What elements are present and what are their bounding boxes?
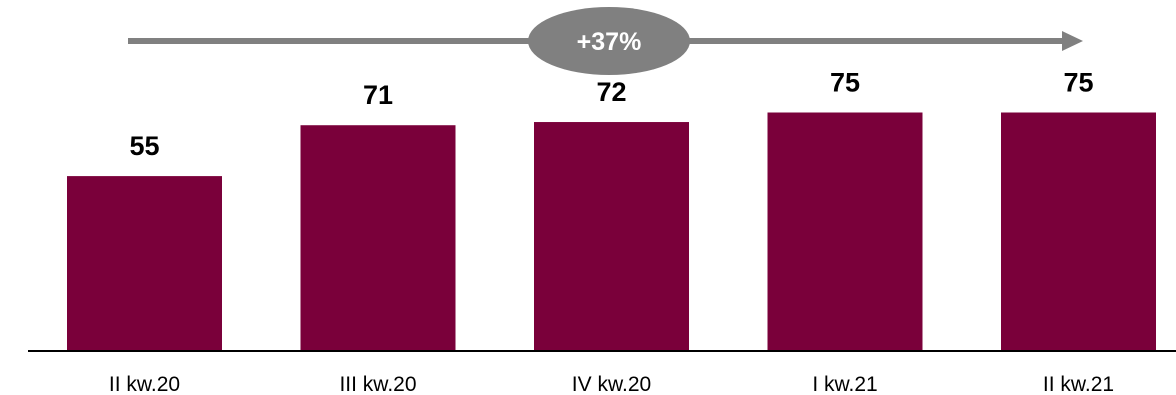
- bar-5: [1001, 112, 1156, 351]
- value-label-5: 75: [1063, 68, 1093, 98]
- growth-label: +37%: [577, 28, 642, 56]
- value-label-1: 55: [129, 131, 159, 161]
- bar-2: [300, 125, 456, 351]
- bar-1: [67, 176, 222, 351]
- bars-group: [67, 112, 1156, 351]
- growth-arrow-head: [1062, 31, 1083, 51]
- category-label-3: IV kw.20: [572, 373, 651, 395]
- value-labels-group: 55 71 72 75 75: [129, 68, 1093, 162]
- category-labels-group: II kw.20 III kw.20 IV kw.20 I kw.21 II kw.21: [109, 373, 1114, 395]
- bar-4: [767, 112, 923, 351]
- category-label-4: I kw.21: [812, 373, 877, 395]
- category-label-5: II kw.21: [1043, 373, 1114, 395]
- value-label-3: 72: [596, 77, 626, 107]
- value-label-4: 75: [830, 68, 860, 98]
- growth-annotation: +37%: [128, 7, 1083, 75]
- value-label-2: 71: [363, 80, 393, 110]
- growth-badge: [528, 7, 690, 75]
- category-label-1: II kw.20: [109, 373, 180, 395]
- bar-3: [534, 122, 689, 351]
- category-label-2: III kw.20: [339, 373, 416, 395]
